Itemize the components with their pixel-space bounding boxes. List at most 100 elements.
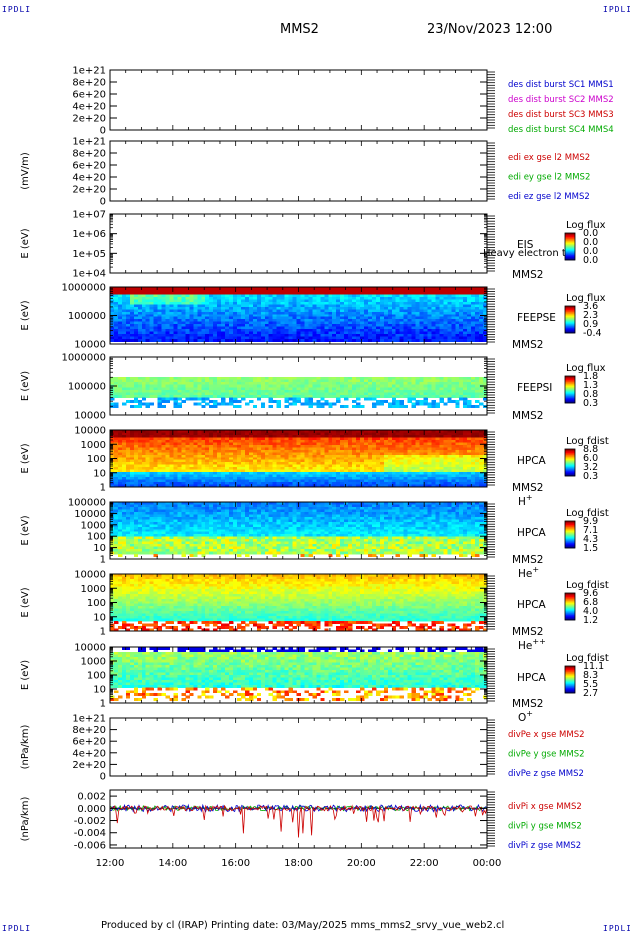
spectrogram-cell: [447, 326, 452, 330]
spectrogram-cell: [229, 467, 234, 471]
spectrogram-cell: [288, 394, 293, 398]
spectrogram-cell: [268, 306, 274, 310]
spectrogram-cell: [177, 387, 182, 391]
color-scale-step: [565, 310, 575, 312]
spectrogram-cell: [161, 316, 166, 320]
spectrogram-cell: [284, 294, 289, 298]
spectrogram-cell: [137, 439, 143, 443]
spectrogram-cell: [169, 316, 174, 320]
spectrogram-cell: [256, 472, 262, 476]
spectrogram-cell: [205, 432, 210, 436]
spectrogram-cell: [280, 296, 286, 300]
spectrogram-cell: [252, 430, 258, 433]
spectrogram-cell: [129, 467, 135, 471]
spectrogram-cell: [383, 296, 389, 300]
spectrogram-cell: [443, 384, 448, 388]
spectrogram-cell: [292, 430, 297, 433]
spectrogram-cell: [308, 449, 313, 453]
spectrogram-cell: [137, 464, 143, 468]
spectrogram-cell: [312, 319, 317, 323]
spectrogram-cell: [395, 339, 401, 342]
spectrogram-cell: [260, 452, 266, 456]
spectrogram-cell: [348, 301, 353, 305]
spectrogram-cell: [395, 384, 401, 388]
spectrogram-cell: [260, 339, 266, 342]
spectrogram-cell: [276, 457, 282, 461]
spectrogram-cell: [129, 304, 135, 308]
spectrogram-cell: [268, 377, 274, 381]
spectrogram-cell: [348, 294, 353, 298]
spectrogram-cell: [209, 479, 214, 483]
spectrogram-cell: [189, 296, 194, 300]
spectrogram-cell: [209, 392, 214, 396]
spectrogram-cell: [177, 392, 182, 396]
spectrogram-cell: [387, 301, 393, 305]
spectrogram-cell: [153, 469, 159, 473]
spectrogram-cell: [256, 316, 262, 320]
spectrogram-cell: [193, 397, 198, 401]
spectrogram-cell: [332, 299, 337, 303]
spectrogram-cell: [471, 287, 476, 290]
spectrogram-cell: [129, 324, 135, 328]
spectrogram-cell: [221, 324, 226, 328]
spectrogram-cell: [367, 336, 373, 340]
spectrogram-cell: [125, 294, 131, 298]
spectrogram-cell: [260, 479, 266, 483]
spectrogram-cell: [252, 459, 258, 463]
spectrogram-cell: [221, 377, 226, 381]
spectrogram-cell: [332, 301, 337, 305]
spectrogram-cell: [312, 432, 317, 436]
spectrogram-cell: [201, 474, 206, 478]
spectrogram-cell: [173, 287, 178, 290]
spectrogram-cell: [229, 306, 234, 310]
spectrogram-cell: [391, 329, 397, 333]
spectrogram-cell: [248, 329, 254, 333]
spectrogram-cell: [348, 336, 353, 340]
spectrogram-cell: [344, 387, 349, 391]
spectrogram-cell: [197, 439, 202, 443]
spectrogram-cell: [129, 394, 135, 398]
spectrogram-cell: [455, 382, 460, 386]
spectrogram-cell: [248, 387, 254, 391]
spectrogram-cell: [363, 392, 369, 396]
spectrogram-cell: [308, 459, 313, 463]
spectrogram-cell: [336, 289, 341, 293]
spectrogram-cell: [260, 321, 266, 325]
spectrogram-cell: [193, 467, 198, 471]
spectrogram-cell: [181, 462, 186, 466]
spectrogram-cell: [248, 469, 254, 473]
spectrogram-cell: [443, 339, 448, 342]
spectrogram-cell: [260, 306, 266, 310]
spectrogram-cell: [248, 432, 254, 436]
spectrogram-cell: [205, 319, 210, 323]
spectrogram-cell: [161, 394, 166, 398]
spectrogram-cell: [209, 439, 214, 443]
spectrogram-cell: [233, 394, 238, 398]
spectrogram-cell: [367, 301, 373, 305]
spectrogram-cell: [133, 394, 139, 398]
spectrogram-cell: [447, 309, 452, 313]
spectrogram-cell: [217, 447, 222, 451]
spectrogram-cell: [197, 484, 202, 488]
spectrogram-cell: [280, 387, 286, 391]
spectrogram-cell: [185, 306, 190, 310]
spectrogram-cell: [276, 382, 282, 386]
spectrogram-cell: [153, 329, 159, 333]
spectrogram-cell: [256, 309, 262, 313]
spectrogram-cell: [340, 294, 345, 298]
spectrogram-cell: [201, 334, 206, 337]
spectrogram-cell: [229, 299, 234, 303]
spectrogram-cell: [324, 287, 329, 290]
spectrogram-cell: [233, 452, 238, 456]
spectrogram-cell: [312, 467, 317, 471]
spectrogram-cell: [383, 291, 389, 295]
spectrogram-cell: [348, 314, 353, 318]
spectrogram-cell: [233, 311, 238, 315]
spectrogram-cell: [113, 389, 119, 393]
spectrogram-cell: [316, 399, 321, 403]
spectrogram-cell: [459, 334, 464, 337]
spectrogram-cell: [479, 392, 484, 396]
spectrogram-cell: [197, 457, 202, 461]
spectrogram-cell: [296, 437, 301, 441]
spectrogram-cell: [375, 394, 381, 398]
